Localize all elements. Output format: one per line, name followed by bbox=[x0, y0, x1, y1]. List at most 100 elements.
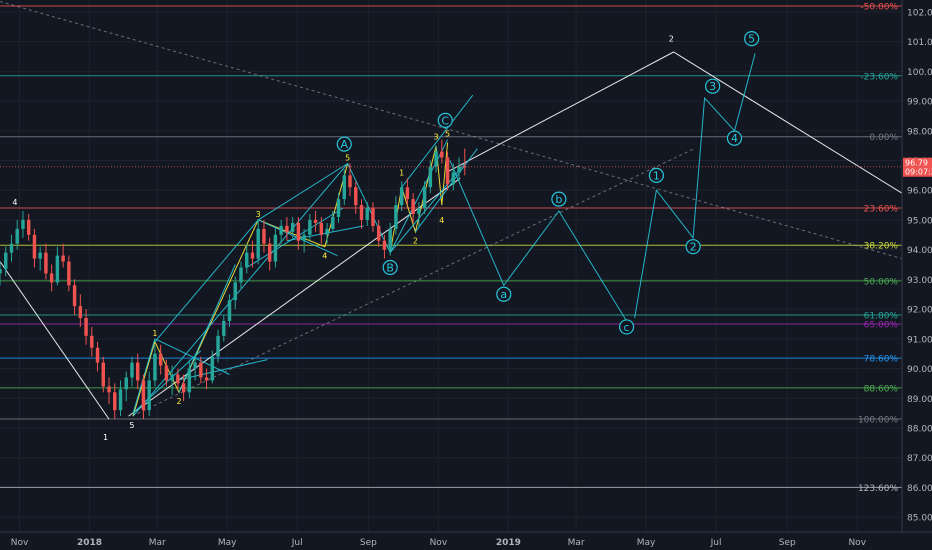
wave-label-circle bbox=[437, 112, 453, 128]
candle-body bbox=[445, 157, 450, 185]
price-tick-label: 100.00 bbox=[907, 68, 932, 78]
candle-body bbox=[313, 219, 318, 223]
candle-body bbox=[135, 362, 140, 381]
candle-body bbox=[233, 282, 237, 301]
candle-body bbox=[336, 199, 341, 217]
fib-level-label: 61.80% bbox=[864, 312, 899, 322]
candle-body bbox=[331, 216, 335, 229]
time-axis-background[interactable] bbox=[0, 532, 932, 550]
wave-label: 1 bbox=[653, 169, 660, 182]
candle-body bbox=[434, 151, 438, 167]
wave-label-circle bbox=[336, 136, 352, 152]
candle-body bbox=[239, 267, 243, 283]
candle-body bbox=[279, 225, 283, 235]
candle-body bbox=[72, 285, 77, 307]
fib-level-label: 23.60% bbox=[864, 205, 899, 215]
candle-body bbox=[227, 300, 232, 321]
trend-line bbox=[154, 219, 259, 343]
fib-level-label: 50.00% bbox=[864, 277, 899, 287]
trend-line bbox=[176, 359, 268, 381]
trend-line bbox=[446, 51, 903, 194]
candle-body bbox=[285, 225, 289, 232]
wave-label: 5 bbox=[129, 421, 134, 430]
price-tick-label: 92.00 bbox=[907, 306, 932, 316]
candle-body bbox=[371, 208, 375, 226]
wave-label: 1 bbox=[399, 168, 404, 177]
wave-label: 4 bbox=[731, 132, 738, 145]
candle-body bbox=[0, 268, 2, 274]
trend-line bbox=[0, 1, 903, 260]
wave-label: 2 bbox=[690, 241, 697, 254]
fib-level-label: 78.60% bbox=[864, 355, 899, 365]
fibonacci-levels: -50.00% -23.60% 0.00% 23.60% 38.20% 50.00% 61.… bbox=[0, 2, 902, 494]
trend-line bbox=[401, 94, 474, 188]
wave-label: 3 bbox=[256, 210, 261, 219]
wave-label-circle bbox=[382, 259, 398, 276]
candle-body bbox=[342, 175, 346, 200]
candle-body bbox=[267, 243, 272, 262]
candle-body bbox=[101, 362, 106, 387]
candle-body bbox=[354, 187, 358, 206]
wave-label: 1 bbox=[103, 433, 108, 442]
price-tick-label: 102.00 bbox=[907, 8, 932, 18]
candle-body bbox=[262, 228, 266, 244]
candle-body bbox=[107, 386, 111, 393]
wave-label: C bbox=[441, 114, 449, 127]
wave-label: 3 bbox=[434, 133, 439, 142]
wave-label: a bbox=[500, 288, 507, 301]
candle-body bbox=[55, 255, 60, 283]
candle-body bbox=[95, 347, 100, 363]
candle-body bbox=[451, 172, 456, 185]
price-tick-label: 89.00 bbox=[907, 395, 932, 405]
trend-lines bbox=[0, 1, 903, 420]
wave-label-circle bbox=[726, 130, 743, 146]
time-tick-label: Nov bbox=[848, 538, 866, 548]
price-tick-label: 88.00 bbox=[907, 424, 932, 434]
fib-level-label: -23.60% bbox=[860, 72, 898, 82]
candle-body bbox=[118, 389, 123, 411]
candle-body bbox=[308, 219, 312, 235]
fib-level-label: 123.60% bbox=[858, 484, 898, 494]
candle-body bbox=[199, 362, 203, 378]
candle-body bbox=[296, 222, 301, 241]
time-tick-label: 2019 bbox=[496, 538, 521, 548]
price-axis-background[interactable] bbox=[902, 0, 932, 532]
wave-label-circle bbox=[685, 239, 701, 255]
trend-line bbox=[131, 148, 695, 417]
price-tick-label: 85.00 bbox=[907, 514, 932, 524]
candle-body bbox=[176, 374, 180, 384]
candle-body bbox=[417, 208, 421, 214]
wave-label: 5 bbox=[445, 130, 450, 139]
candle-body bbox=[319, 222, 324, 235]
candle-body bbox=[26, 219, 31, 235]
price-tick-label: 90.00 bbox=[907, 365, 932, 375]
wave-label: 4 bbox=[322, 252, 327, 261]
candle-body bbox=[21, 219, 25, 229]
wave-label: 4 bbox=[439, 216, 444, 225]
candle-body bbox=[32, 234, 37, 259]
grid bbox=[0, 0, 902, 532]
wave-label-circle bbox=[744, 31, 760, 47]
candle-body bbox=[365, 208, 369, 220]
time-tick-label: Sep bbox=[779, 538, 796, 548]
time-tick-label: Jul bbox=[710, 538, 722, 548]
trend-line bbox=[154, 338, 230, 375]
candle-body bbox=[256, 228, 260, 259]
trend-line bbox=[414, 148, 478, 233]
candle-body bbox=[158, 353, 163, 366]
price-tick-label: 99.00 bbox=[907, 98, 932, 108]
candle-body bbox=[44, 252, 48, 274]
candle-body bbox=[405, 187, 410, 200]
candle-body bbox=[38, 252, 42, 259]
time-tick-label: Jul bbox=[291, 538, 303, 548]
price-tick-label: 95.00 bbox=[907, 216, 932, 226]
candle-body bbox=[222, 320, 226, 336]
candle-body bbox=[9, 243, 14, 253]
candle-body bbox=[90, 335, 94, 348]
candle-body bbox=[84, 318, 88, 336]
candle-body bbox=[388, 228, 392, 250]
fib-level-label: 0.00% bbox=[869, 133, 898, 143]
wave-label: 2 bbox=[669, 35, 674, 44]
